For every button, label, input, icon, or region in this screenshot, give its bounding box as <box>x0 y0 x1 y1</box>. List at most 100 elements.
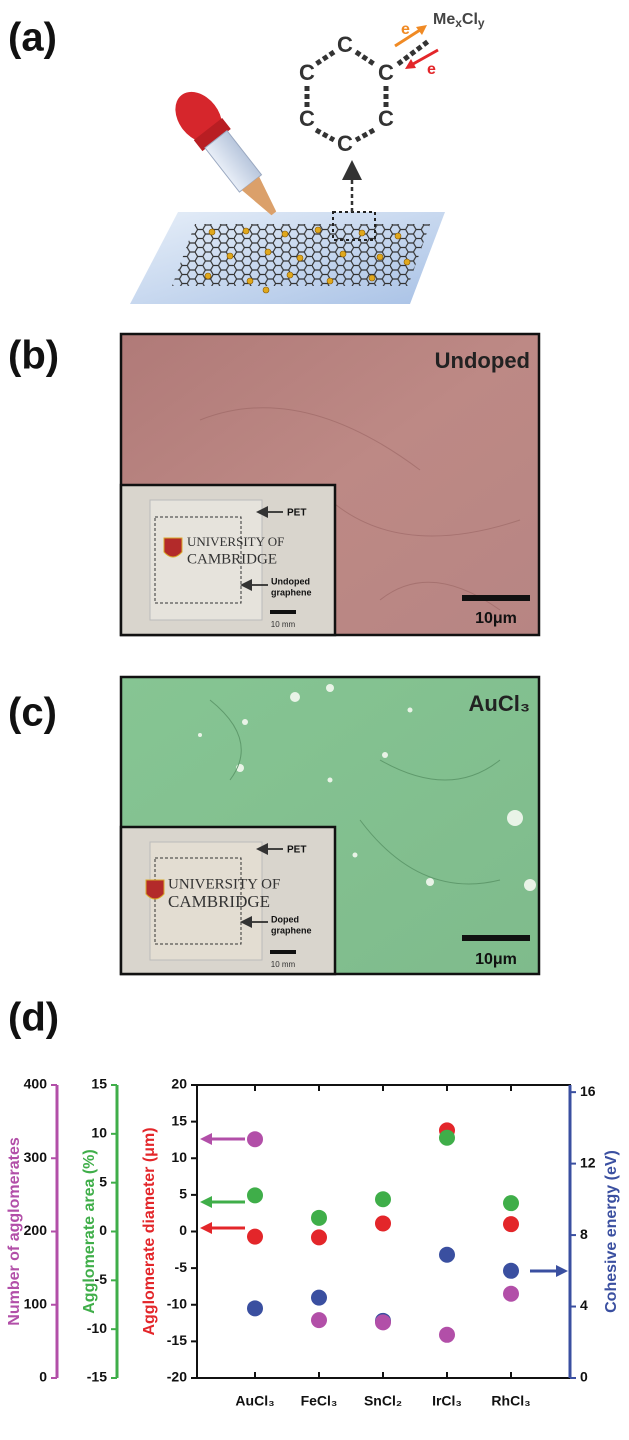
y-tick-label: 16 <box>580 1083 596 1099</box>
point <box>503 1262 519 1279</box>
dopant-bond <box>396 38 432 66</box>
point <box>375 1215 391 1232</box>
logo-text: CAMBRIDGE <box>187 551 277 567</box>
y-tick-label: -10 <box>87 1320 107 1336</box>
y-tick-label: -5 <box>95 1271 108 1287</box>
panel-label: (c) <box>8 691 57 735</box>
electron-arrow <box>394 28 421 48</box>
formula-part: y <box>478 16 485 30</box>
y-tick-label: 20 <box>171 1076 187 1092</box>
y-tick-label: -20 <box>167 1369 187 1385</box>
inset-label: graphene <box>271 925 312 935</box>
x-tick-label: IrCl₃ <box>432 1393 462 1409</box>
y-tick-label: 12 <box>580 1154 596 1170</box>
logo-text: UNIVERSITY OF <box>168 876 280 892</box>
y-tick-label: 5 <box>179 1186 187 1202</box>
formula-part: x <box>455 16 462 30</box>
atom: C <box>378 60 394 85</box>
y-tick-label: -15 <box>87 1369 107 1385</box>
image-caption: Undoped <box>435 348 530 373</box>
y-tick-label: 300 <box>24 1149 48 1165</box>
axis-label: Agglomerate diameter (μm) <box>141 1127 158 1335</box>
atom: C <box>299 60 315 85</box>
y-tick-label: 0 <box>179 1222 187 1238</box>
axis-pointers <box>200 1133 568 1277</box>
y-tick-label: 8 <box>580 1226 588 1242</box>
y-tick-label: 10 <box>171 1149 187 1165</box>
point <box>311 1229 327 1246</box>
image-caption: AuCl₃ <box>469 691 531 716</box>
inset-label: PET <box>287 845 306 856</box>
inset-photo: UNIVERSITY OF CAMBRIDGE PET Undoped grap… <box>119 483 337 637</box>
atom: C <box>299 106 315 131</box>
y-tick-label: 15 <box>91 1076 107 1092</box>
y-tick-label: -5 <box>175 1259 188 1275</box>
x-tick-label: FeCl₃ <box>301 1393 338 1409</box>
x-tick-label: SnCl₂ <box>364 1393 402 1409</box>
electron-arrow-head <box>416 25 427 35</box>
electron-arrow <box>412 48 439 66</box>
y-tick-label: 5 <box>99 1173 107 1189</box>
panel-label: (b) <box>8 334 59 378</box>
scale-label: 10μm <box>475 951 517 968</box>
y-tick-label: 0 <box>580 1369 588 1385</box>
y-tick-label: 10 <box>91 1125 107 1141</box>
dopant-particles <box>204 226 411 294</box>
point <box>439 1246 455 1263</box>
y-tick-label: 400 <box>24 1076 48 1092</box>
scale-bar <box>462 935 530 941</box>
point <box>311 1312 327 1329</box>
formula-part: Me <box>433 11 455 28</box>
inset-scale: 10 mm <box>271 620 296 629</box>
axis-label: Agglomerate area (%) <box>81 1149 98 1314</box>
ring-bonds <box>304 49 389 143</box>
point <box>247 1228 263 1245</box>
y-tick-label: 4 <box>580 1297 588 1313</box>
panel-label: (a) <box>8 16 57 60</box>
y-tick-label: -10 <box>167 1295 187 1311</box>
x-tick-label: RhCl₃ <box>491 1393 530 1409</box>
scale-bar <box>462 595 530 601</box>
point <box>503 1285 519 1302</box>
atom: C <box>378 106 394 131</box>
point <box>503 1216 519 1233</box>
inset-label: PET <box>287 508 306 519</box>
x-tick-label: AuCl₃ <box>235 1393 274 1409</box>
formula-part: Cl <box>462 11 478 28</box>
inset-label: graphene <box>271 587 312 597</box>
sem-texture <box>209 699 501 885</box>
point <box>311 1209 327 1226</box>
atom: C <box>337 32 353 57</box>
dopant-formula: MexCly <box>433 11 485 30</box>
zoom-box <box>332 211 376 241</box>
inset-scale: 10 mm <box>271 960 296 969</box>
inset-label: Undoped <box>271 576 310 586</box>
point <box>439 1129 455 1146</box>
atom: C <box>337 131 353 156</box>
point <box>247 1187 263 1204</box>
electron-label: e <box>427 61 436 78</box>
y-tick-label: -15 <box>167 1332 187 1348</box>
inset-photo: UNIVERSITY OF CAMBRIDGE PET Doped graphe… <box>119 825 337 976</box>
dropper <box>175 91 277 216</box>
inset-label: Doped <box>271 914 299 924</box>
electron-label: e <box>401 21 410 38</box>
point <box>375 1314 391 1331</box>
point <box>503 1195 519 1212</box>
point <box>247 1300 263 1317</box>
logo-text: UNIVERSITY OF <box>187 534 284 549</box>
axis-label: Number of agglomerates <box>6 1137 23 1326</box>
point <box>247 1131 263 1148</box>
chart: -20 -15 -10 -5 0 5 10 15 20 Agglomerate diameter … <box>6 1076 620 1409</box>
axis-label: Cohesive energy (eV) <box>603 1150 620 1313</box>
point <box>311 1289 327 1306</box>
electron-arrow-head <box>405 59 416 69</box>
point <box>439 1326 455 1343</box>
y-tick-label: 100 <box>24 1295 48 1311</box>
point <box>375 1191 391 1208</box>
logo-text: CAMBRIDGE <box>168 892 270 911</box>
y-tick-label: 15 <box>171 1112 187 1128</box>
scale-label: 10μm <box>475 610 517 627</box>
y-tick-label: 0 <box>99 1222 107 1238</box>
